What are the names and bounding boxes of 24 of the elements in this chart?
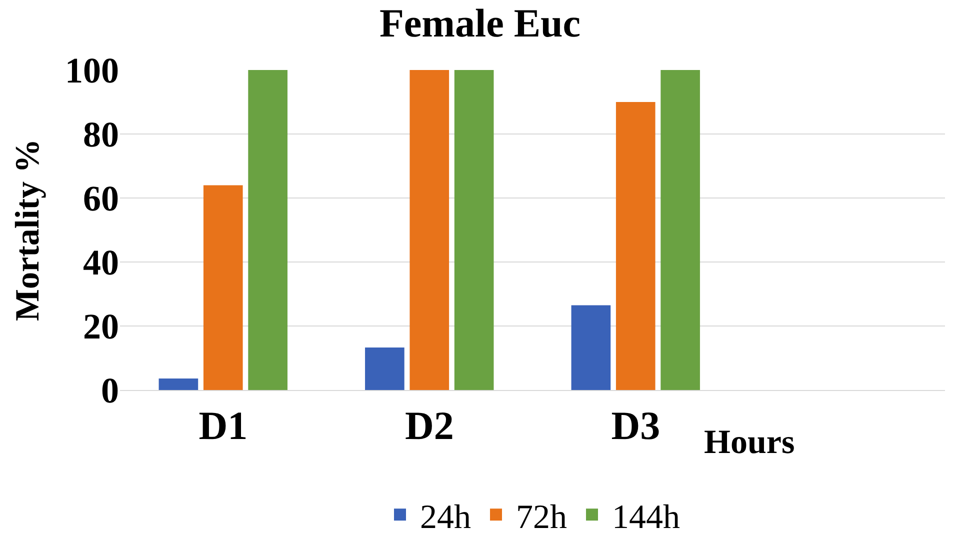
bar xyxy=(158,378,198,390)
y-tick-label: 20 xyxy=(83,306,119,347)
bar xyxy=(248,70,288,390)
bar xyxy=(365,347,404,390)
y-tick-label: 0 xyxy=(101,370,119,411)
y-tick-label: 100 xyxy=(65,50,119,91)
legend-label: 24h xyxy=(420,498,471,536)
legend-label: 72h xyxy=(516,498,567,536)
chart-title: Female Euc xyxy=(379,0,581,46)
x-tick-label: D3 xyxy=(611,403,660,448)
y-tick-label: 80 xyxy=(83,114,119,155)
y-axis-title: Mortality % xyxy=(10,138,47,322)
bar xyxy=(660,70,700,390)
bar xyxy=(410,70,450,390)
bar xyxy=(616,102,656,390)
x-tick-label: D2 xyxy=(404,403,454,448)
y-tick-label: 40 xyxy=(83,242,119,283)
bar xyxy=(203,185,243,390)
bar xyxy=(454,70,494,390)
bar xyxy=(571,305,611,390)
x-axis-title: Hours xyxy=(704,424,795,461)
y-tick-label: 60 xyxy=(83,178,119,219)
x-tick-label: D1 xyxy=(198,403,248,448)
legend-label: 144h xyxy=(612,498,680,536)
